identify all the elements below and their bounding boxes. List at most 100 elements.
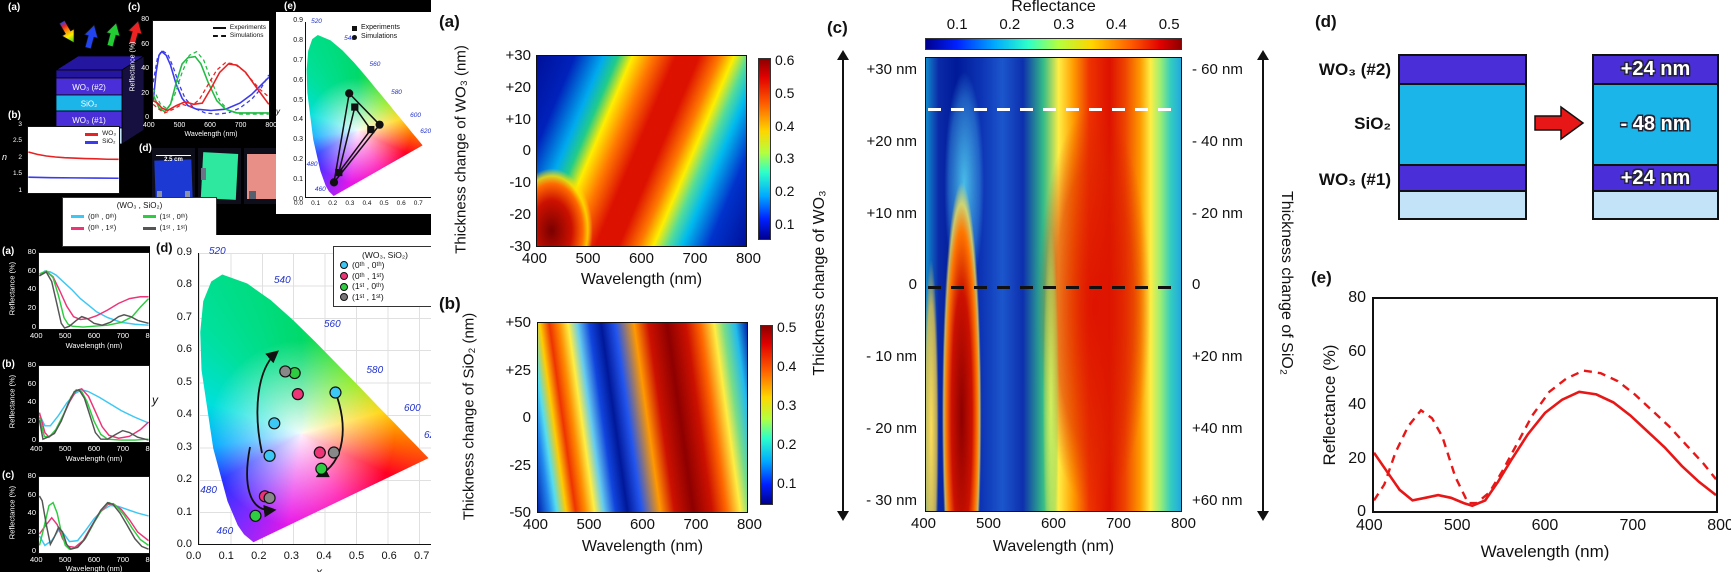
green-arrow-icon	[105, 22, 121, 48]
left-arrow-line	[842, 58, 844, 512]
sio2-line-swatch	[85, 140, 99, 144]
after-sio2: - 48 nm	[1594, 85, 1717, 166]
cie-small-legend: Experiments Simulations	[352, 24, 400, 42]
heat-a-colorbar	[758, 58, 771, 240]
heat-c-colorbar	[925, 38, 1182, 50]
rgb-plot-yticks: 80 60 40 20 0	[141, 16, 149, 121]
heat-a-yticks: +30 +20 +10 0 -10 -20 -30	[505, 47, 531, 255]
panel-c-label: (c)	[827, 18, 848, 37]
cie-legend-1st-1st: (1ˢᵗ , 1ˢᵗ)	[352, 291, 384, 302]
heat-c-plot	[925, 57, 1182, 512]
experiments-label: Experiments	[229, 24, 266, 31]
config-legend-title: (WO₃ , SiO₂)	[116, 201, 163, 210]
wo3-line-swatch	[85, 132, 99, 136]
cie-big-label: (d)	[156, 240, 173, 255]
spec-a-label: (a)	[2, 246, 15, 257]
spec-a-yticks: 80 60 40 20 0	[27, 247, 36, 331]
swatch-1st-0th	[142, 215, 156, 219]
heat-a-plot	[536, 55, 747, 247]
n-plot-curves	[28, 151, 119, 180]
swatch-1st-1st	[142, 226, 156, 230]
spec-b-plot	[38, 365, 150, 443]
stack-cap	[55, 69, 123, 79]
simulations-marker-icon	[352, 34, 357, 40]
left-arrow-down-icon	[837, 511, 849, 521]
stack-wo3-top-label: WO₃ (#2)	[72, 83, 106, 92]
spec-a-curves	[39, 270, 149, 329]
label-0th-0th: (0ᵗʰ , 0ᵗʰ)	[88, 212, 117, 221]
spec-c-curves	[39, 495, 149, 551]
wo3-top-change: +24 nm	[1620, 58, 1691, 80]
before-wo3-top	[1400, 56, 1525, 85]
heat-c-left-title: Thickness change of WO₃	[811, 190, 828, 376]
red-transform-arrow	[1534, 105, 1585, 141]
spec-b-xlabel: Wavelength (nm)	[65, 454, 123, 463]
red-arrow-icon	[1534, 105, 1585, 141]
dot-1st-1st	[340, 293, 348, 302]
photo-green-sample	[198, 148, 241, 204]
heat-c-xticks: 400 500 600 700 800	[911, 515, 1196, 532]
cie-big-legend-title: (WO₃, SiO₂)	[362, 250, 408, 260]
after-wo3-bottom: +24 nm	[1594, 166, 1717, 192]
cie-big-legend: (WO₃, SiO₂) (0ᵗʰ , 0ᵗʰ) (0ᵗʰ , 1ˢᵗ) (1ˢᵗ…	[333, 246, 431, 307]
spec-b-ylabel: Reflectance (%)	[7, 374, 17, 429]
cie-legend-0th-0th: (0ᵗʰ , 0ᵗʰ)	[352, 260, 385, 270]
spec-b-label: (b)	[2, 359, 15, 370]
cie-simulations-label: Simulations	[361, 32, 398, 40]
stack-before	[1398, 54, 1527, 220]
cie-big-ylabel: y	[152, 393, 158, 407]
black-dashed-line	[928, 286, 1179, 289]
heat-a-xlabel: Wavelength (nm)	[580, 271, 703, 288]
cie-big-points	[246, 350, 344, 522]
scalebar-line	[156, 155, 191, 156]
panel-a-label: (a)	[439, 12, 460, 31]
final-plot	[1372, 297, 1718, 513]
cie-big-xlabel: x	[316, 565, 322, 572]
heat-b-ylabel: Thickness change of SiO₂ (nm)	[460, 312, 478, 521]
cie-big-xticks: 0.00.10.20.30.40.50.60.70.8	[186, 550, 430, 562]
contact-pad	[157, 191, 162, 200]
contact-pad	[185, 191, 190, 200]
left-arrow-up-icon	[837, 50, 849, 60]
cie-small-yticks: 0.9 0.8 0.7 0.6 0.5 0.4 0.3 0.2 0.1 0.0	[293, 17, 303, 203]
n-axis-label: n	[2, 152, 8, 162]
spec-c-ylabel: Reflectance (%)	[7, 485, 17, 540]
heat-c-right-ticks: - 60 nm - 40 nm - 20 nm 0 +20 nm +40 nm +60 nm	[1192, 61, 1243, 509]
final-yticks: 80 60 40 20 0	[1348, 289, 1366, 520]
heat-b-xticks: 400 500 600 700 800	[523, 516, 762, 533]
after-glass	[1594, 192, 1717, 218]
sio2-change: - 48 nm	[1620, 113, 1691, 135]
d-row-sio2: SiO₂	[1354, 114, 1391, 133]
cie-legend-1st-0th: (1ˢᵗ , 0ᵗʰ)	[352, 281, 385, 292]
before-glass	[1400, 192, 1525, 218]
stack-wo3-bottom-label: WO₃ (#1)	[72, 116, 106, 125]
panel-label-b: (b)	[8, 110, 21, 121]
final-xlabel: Wavelength (nm)	[1480, 542, 1610, 561]
panel-e-label: (e)	[1311, 268, 1332, 287]
main-figure: (a) Thickness change of WO₃ (nm) +30 +20 +…	[431, 0, 1731, 572]
right-arrow-line	[1262, 58, 1264, 512]
heat-c-cbtitle: Reflectance	[1011, 0, 1096, 15]
rgb-plot-curves	[153, 49, 269, 115]
cie-experiments-label: Experiments	[361, 24, 400, 31]
trend-arrow-3	[246, 446, 277, 518]
label-1st-0th: (1ˢᵗ , 0ᵗʰ)	[159, 212, 188, 221]
red-arrow-icon	[127, 20, 143, 46]
heat-b-plot	[537, 322, 748, 513]
panel-d-label: (d)	[1315, 12, 1337, 31]
cie-small-points	[329, 89, 384, 187]
label-0th-1st: (0ᵗʰ , 1ˢᵗ)	[88, 223, 117, 233]
spec-c-xlabel: Wavelength (nm)	[65, 564, 123, 572]
heat-b-colorbar	[760, 325, 773, 505]
swatch-0th-0th	[71, 215, 84, 219]
heat-b-yticks: +50 +25 0 -25 -50	[505, 314, 531, 521]
cie-big-yticks: 0.9 0.8 0.7 0.6 0.5 0.4 0.3 0.2 0.1 0.0	[176, 246, 192, 550]
dot-1st-0th	[340, 282, 348, 291]
heat-b-xlabel: Wavelength (nm)	[581, 538, 704, 555]
final-xticks: 400 500 600 700 800	[1356, 517, 1731, 534]
final-curves	[1374, 369, 1716, 508]
rgb-plot-xticks: 400 500 600 700 800	[143, 122, 277, 129]
panel-label-c: (c)	[128, 2, 141, 13]
